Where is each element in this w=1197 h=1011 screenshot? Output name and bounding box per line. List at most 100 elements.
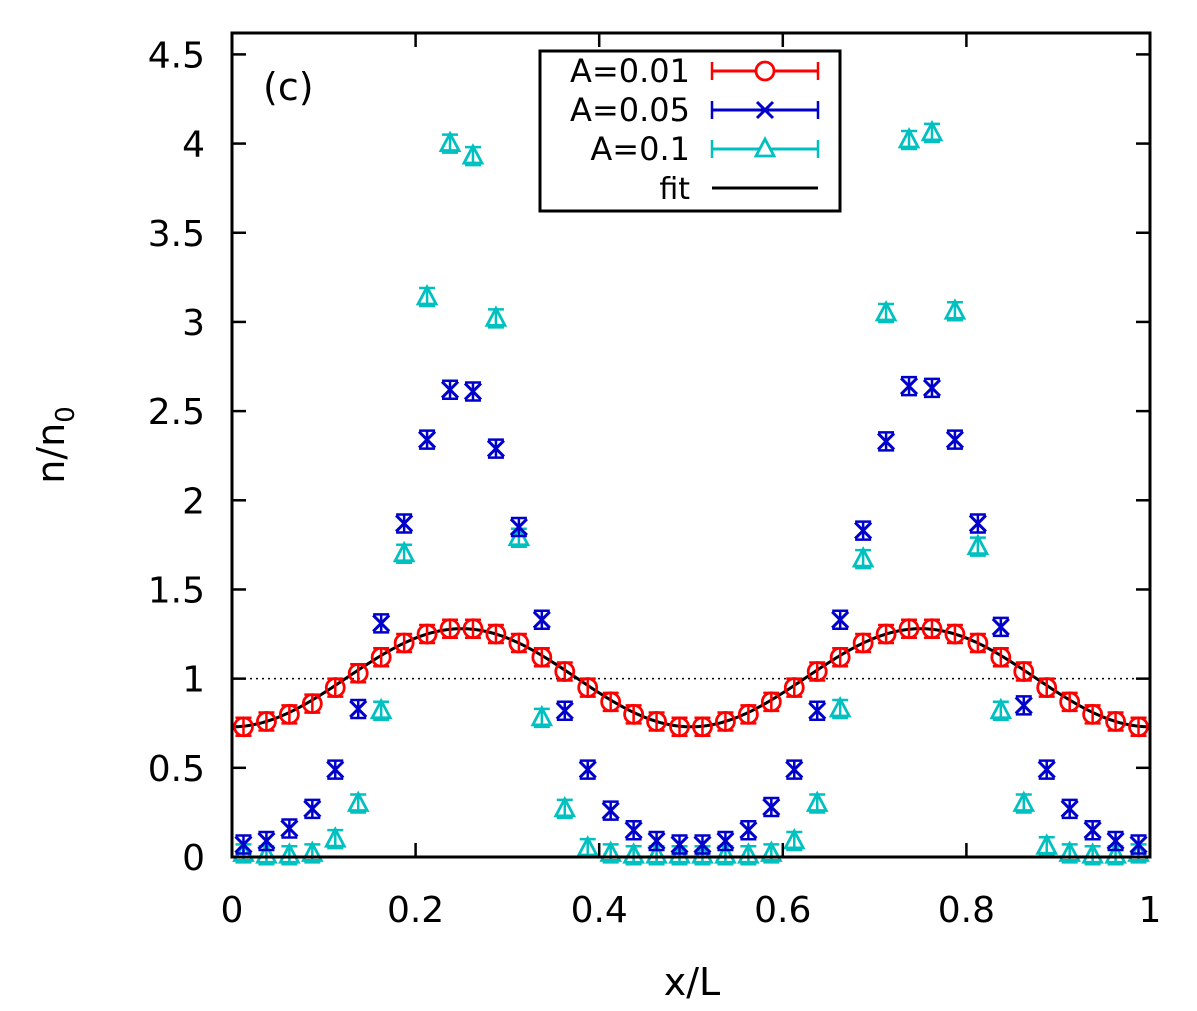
cross-point [601, 800, 620, 821]
triangle-point [1012, 790, 1036, 814]
circle-point [760, 691, 782, 713]
series-A=0.01 [233, 618, 1149, 738]
cross-stroke-b [578, 760, 597, 779]
cross-stroke-b [1060, 799, 1079, 818]
circle-point [554, 661, 576, 682]
x-tick-label: 1 [1139, 890, 1162, 931]
circle-point [600, 691, 622, 713]
cross-stroke-b [739, 821, 758, 840]
triangle-marker [278, 842, 301, 864]
legend-label: fit [659, 172, 690, 207]
cross-stroke-b [372, 614, 391, 633]
circle-point [301, 693, 323, 715]
y-tick-label: 0 [182, 838, 205, 879]
cross-stroke-b [280, 819, 299, 838]
triangle-marker [920, 119, 944, 142]
cross-point [1060, 798, 1079, 820]
circle-point [898, 618, 920, 640]
triangle-point [1035, 833, 1059, 857]
legend-label: A=0.01 [570, 52, 690, 90]
cross-point [945, 429, 964, 450]
cross-stroke-b [532, 610, 551, 629]
circle-marker [1128, 716, 1149, 738]
fit-curve [231, 627, 1151, 729]
cross-point [991, 616, 1010, 638]
circle-marker [1105, 711, 1126, 732]
y-axis-label-main: n/n [29, 423, 73, 484]
triangle-point [461, 143, 485, 167]
triangle-marker [323, 826, 347, 848]
cross-stroke-b [785, 760, 804, 779]
circle-marker [301, 693, 323, 715]
cross-point [326, 759, 345, 780]
circle-marker [600, 691, 622, 713]
cross-stroke-b [693, 835, 712, 854]
circle-marker [806, 661, 828, 682]
cross-stroke-b [831, 610, 850, 629]
legend-label: A=0.1 [590, 130, 690, 168]
circle-point [278, 703, 300, 725]
triangle-marker [1058, 840, 1082, 862]
circle-point [737, 703, 759, 725]
circle-point [852, 632, 874, 654]
circle-point [646, 711, 667, 732]
circle-marker [715, 711, 736, 732]
cross-point [831, 609, 850, 631]
circle-marker [347, 662, 369, 684]
cross-point [1106, 830, 1125, 852]
cross-stroke-b [326, 760, 345, 779]
triangle-marker [461, 143, 485, 165]
cross-stroke-b [1129, 835, 1148, 854]
triangle-marker [415, 283, 439, 306]
triangle-point [759, 840, 783, 864]
circle-marker [324, 677, 346, 698]
cross-stroke-b [303, 799, 322, 818]
cross-point [303, 798, 322, 820]
cross-stroke-b [647, 831, 666, 851]
circle-point [1059, 691, 1081, 713]
triangle-point [346, 790, 370, 814]
triangle-marker [966, 533, 990, 556]
triangle-marker [599, 840, 623, 862]
triangle-marker [1127, 840, 1150, 862]
y-tick-label: 3 [182, 303, 205, 344]
cross-point [968, 513, 987, 534]
y-tick-label: 2.5 [148, 392, 205, 433]
cross-stroke-b [968, 514, 987, 533]
circle-point [393, 632, 415, 654]
cross-point [922, 377, 942, 399]
cross-stroke-b [349, 699, 368, 719]
triangle-point [782, 827, 806, 852]
cross-stroke-b [1083, 821, 1102, 840]
triangle-point [576, 835, 600, 859]
cross-point [418, 429, 437, 450]
triangle-marker [346, 790, 370, 812]
legend-triangle-marker [753, 136, 777, 158]
circle-point [462, 618, 484, 640]
y-tick-label: 4.5 [148, 35, 205, 76]
triangle-point [599, 840, 623, 864]
triangle-marker [438, 130, 462, 152]
y-tick: 4 [182, 125, 1150, 166]
triangle-point [323, 826, 347, 850]
cross-point [486, 438, 505, 459]
cross-stroke-b [486, 439, 505, 458]
circle-marker [852, 632, 874, 654]
triangle-point [737, 842, 760, 866]
triangle-marker [369, 697, 393, 720]
cross-stroke-b [877, 432, 896, 451]
circle-marker [1082, 703, 1104, 725]
cross-point [739, 819, 758, 841]
legend-entry: A=0.1 [590, 130, 820, 168]
triangle-point [943, 298, 967, 322]
triangle-marker [255, 842, 278, 864]
cross-point [280, 818, 299, 839]
triangle-marker [553, 795, 577, 818]
triangle-point [438, 130, 462, 154]
y-tick: 3.5 [148, 214, 1150, 255]
cross-point [877, 431, 896, 452]
x-axis-label: x/L [664, 960, 720, 1004]
y-tick-label: 1 [182, 660, 205, 701]
cross-stroke-b [716, 831, 735, 851]
triangle-marker [1081, 842, 1104, 864]
